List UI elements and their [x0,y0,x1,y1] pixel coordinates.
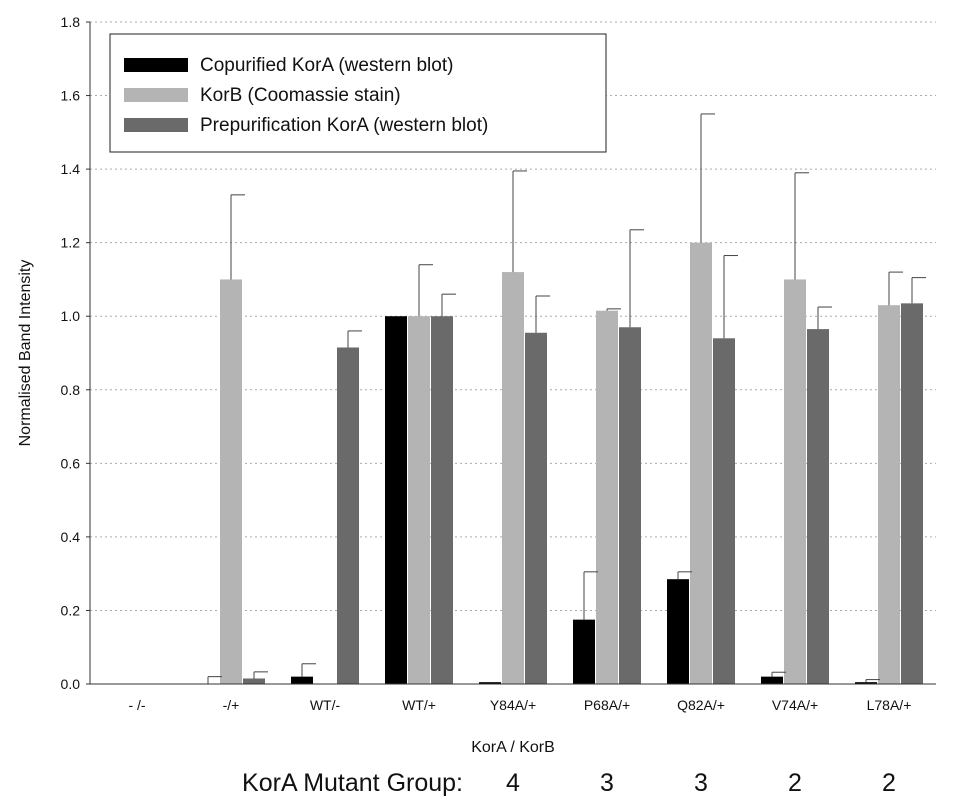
bar-3-8 [807,329,829,684]
bar-1-7 [667,579,689,684]
x-tick-label: Q82A/+ [677,697,725,713]
legend-box [109,33,607,153]
x-tick-label: V74A/+ [772,697,818,713]
y-tick-label: 1.8 [61,14,81,30]
legend-label-1: Copurified KorA (western blot) [200,55,453,76]
y-tick-label: 0.8 [61,382,81,398]
mutant-group-value-5: 2 [882,769,896,797]
y-tick-label: 0.6 [61,455,81,471]
bar-3-7 [713,338,735,684]
legend-swatch-1 [124,58,188,72]
y-tick-label: 0.0 [61,676,81,692]
x-tick-labels: - /- -/+ WT/- WT/+ Y84A/+ P68A/+ Q82A/+ V74A/+ L… [128,697,911,713]
bar-1-3 [291,676,313,684]
x-tick-label: Y84A/+ [490,697,536,713]
x-axis-title: KorA / KorB [471,739,555,756]
mutant-group-value-3: 3 [694,769,708,797]
legend-label-3: Prepurification KorA (western blot) [200,115,488,136]
mutant-group-value-1: 4 [506,769,520,797]
y-tick-label: 1.6 [61,88,81,104]
x-tick-label: -/+ [223,697,240,713]
bar-1-4 [385,316,407,684]
y-tick-label: 0.4 [61,529,81,545]
bar-3-9 [901,303,923,684]
legend: Copurified KorA (western blot) KorB (Coom… [109,33,607,153]
x-tick-label: L78A/+ [867,697,912,713]
x-tick-label: WT/+ [402,697,436,713]
legend-swatch-2 [124,88,188,102]
bar-3-4 [431,316,453,684]
mutant-group-row: KorA Mutant Group: 4 3 3 2 2 [242,769,896,797]
y-axis-title: Normalised Band Intensity [17,260,34,447]
bar-2-9 [878,305,900,684]
bar-1-9 [855,682,877,684]
legend-swatch-3 [124,118,188,132]
bar-3-2 [243,678,265,684]
bar-2-2 [220,279,242,684]
mutant-group-value-4: 2 [788,769,802,797]
bar-1-8 [761,676,783,684]
y-tick-label: 1.4 [61,161,81,177]
bars [220,242,923,684]
bar-3-5 [525,332,547,684]
error-bars [207,113,926,684]
bar-3-3 [337,347,359,684]
bar-3-6 [619,327,641,684]
mutant-group-value-2: 3 [600,769,614,797]
axes [89,22,936,685]
bar-1-6 [573,619,595,684]
y-tick-label: 1.2 [61,235,81,251]
legend-label-2: KorB (Coomassie stain) [200,85,401,106]
bar-2-8 [784,279,806,684]
x-tick-label: - /- [128,697,145,713]
y-tick-label: 0.2 [61,602,81,618]
x-tick-label: P68A/+ [584,697,630,713]
mutant-group-label: KorA Mutant Group: [242,769,463,797]
bar-2-4 [408,316,430,684]
x-tick-label: WT/- [310,697,341,713]
bar-1-5 [479,682,501,684]
y-tick-labels: 0.0 0.2 0.4 0.6 0.8 1.0 1.2 1.4 1.6 1.8 [61,14,90,692]
y-tick-label: 1.0 [61,308,81,324]
bar-2-6 [596,310,618,684]
bar-2-5 [502,272,524,684]
bar-2-7 [690,242,712,684]
